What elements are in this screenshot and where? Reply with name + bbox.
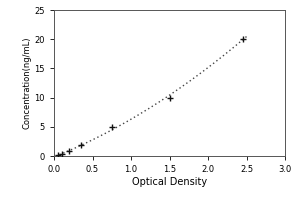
- Y-axis label: Concentration(ng/mL): Concentration(ng/mL): [23, 37, 32, 129]
- X-axis label: Optical Density: Optical Density: [132, 177, 207, 187]
